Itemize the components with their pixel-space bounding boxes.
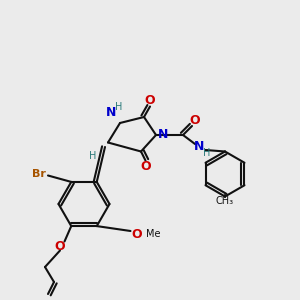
Text: O: O [145, 94, 155, 107]
Text: CH₃: CH₃ [216, 196, 234, 206]
Text: O: O [55, 239, 65, 253]
Text: H: H [203, 148, 211, 158]
Text: N: N [158, 128, 169, 142]
Text: H: H [115, 101, 122, 112]
Text: Br: Br [32, 169, 46, 179]
Text: O: O [190, 113, 200, 127]
Text: O: O [140, 160, 151, 173]
Text: N: N [106, 106, 116, 119]
Text: N: N [194, 140, 205, 154]
Text: O: O [131, 227, 142, 241]
Text: Me: Me [146, 229, 160, 239]
Text: H: H [89, 151, 97, 161]
